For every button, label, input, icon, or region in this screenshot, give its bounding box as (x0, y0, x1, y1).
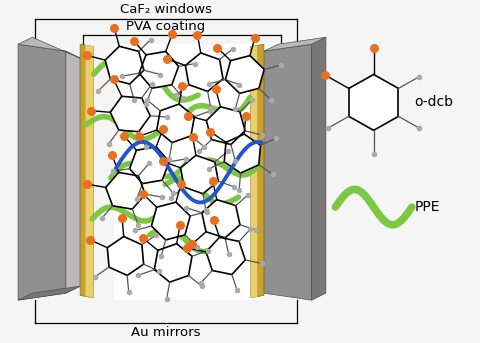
Polygon shape (18, 286, 80, 300)
Polygon shape (185, 53, 223, 91)
Polygon shape (206, 237, 245, 274)
Polygon shape (180, 155, 218, 194)
Polygon shape (18, 44, 66, 300)
Text: o-dcb: o-dcb (414, 95, 453, 109)
Polygon shape (202, 200, 240, 238)
Bar (114, 44, 264, 300)
Polygon shape (349, 74, 398, 130)
Polygon shape (139, 51, 179, 88)
Polygon shape (80, 44, 94, 298)
Text: PVA coating: PVA coating (126, 20, 205, 33)
Text: Au mirrors: Au mirrors (132, 326, 201, 339)
Polygon shape (251, 46, 257, 298)
Polygon shape (157, 104, 194, 143)
Polygon shape (155, 244, 192, 282)
Text: PPE: PPE (414, 200, 440, 214)
Polygon shape (130, 147, 169, 184)
Polygon shape (312, 37, 326, 300)
Polygon shape (152, 202, 190, 240)
Polygon shape (264, 37, 326, 51)
Polygon shape (110, 96, 150, 132)
Polygon shape (108, 236, 144, 275)
Polygon shape (66, 51, 80, 293)
Polygon shape (251, 44, 264, 298)
Polygon shape (18, 37, 80, 58)
Text: CaF₂ windows: CaF₂ windows (120, 3, 212, 16)
Polygon shape (264, 44, 312, 300)
Bar (114, 44, 264, 300)
Polygon shape (106, 173, 145, 209)
Polygon shape (224, 134, 261, 173)
Polygon shape (105, 46, 144, 84)
Polygon shape (226, 56, 264, 93)
Polygon shape (206, 107, 245, 144)
Polygon shape (85, 45, 94, 298)
